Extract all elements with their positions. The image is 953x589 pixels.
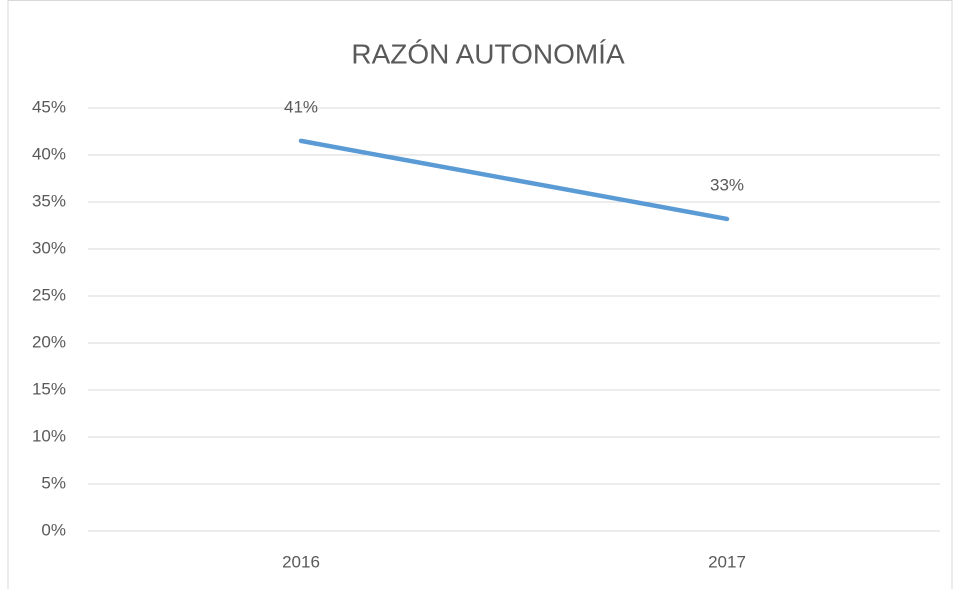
data-line <box>298 138 730 222</box>
y-tick-label: 40% <box>32 144 66 163</box>
y-tick-label: 45% <box>32 97 66 116</box>
y-tick-label: 35% <box>32 191 66 210</box>
chart-title: RAZÓN AUTONOMÍA <box>351 38 625 69</box>
y-tick-label: 15% <box>32 379 66 398</box>
y-tick-label: 20% <box>32 332 66 351</box>
chart-frame <box>7 0 953 589</box>
y-tick-label: 30% <box>32 238 66 257</box>
data-label: 33% <box>710 175 744 194</box>
y-tick-label: 0% <box>41 520 66 539</box>
y-tick-label: 5% <box>41 473 66 492</box>
y-tick-label: 10% <box>32 426 66 445</box>
y-tick-label: 25% <box>32 285 66 304</box>
x-tick-label: 2016 <box>282 552 320 571</box>
data-label: 41% <box>284 97 318 116</box>
x-tick-label: 2017 <box>708 552 746 571</box>
